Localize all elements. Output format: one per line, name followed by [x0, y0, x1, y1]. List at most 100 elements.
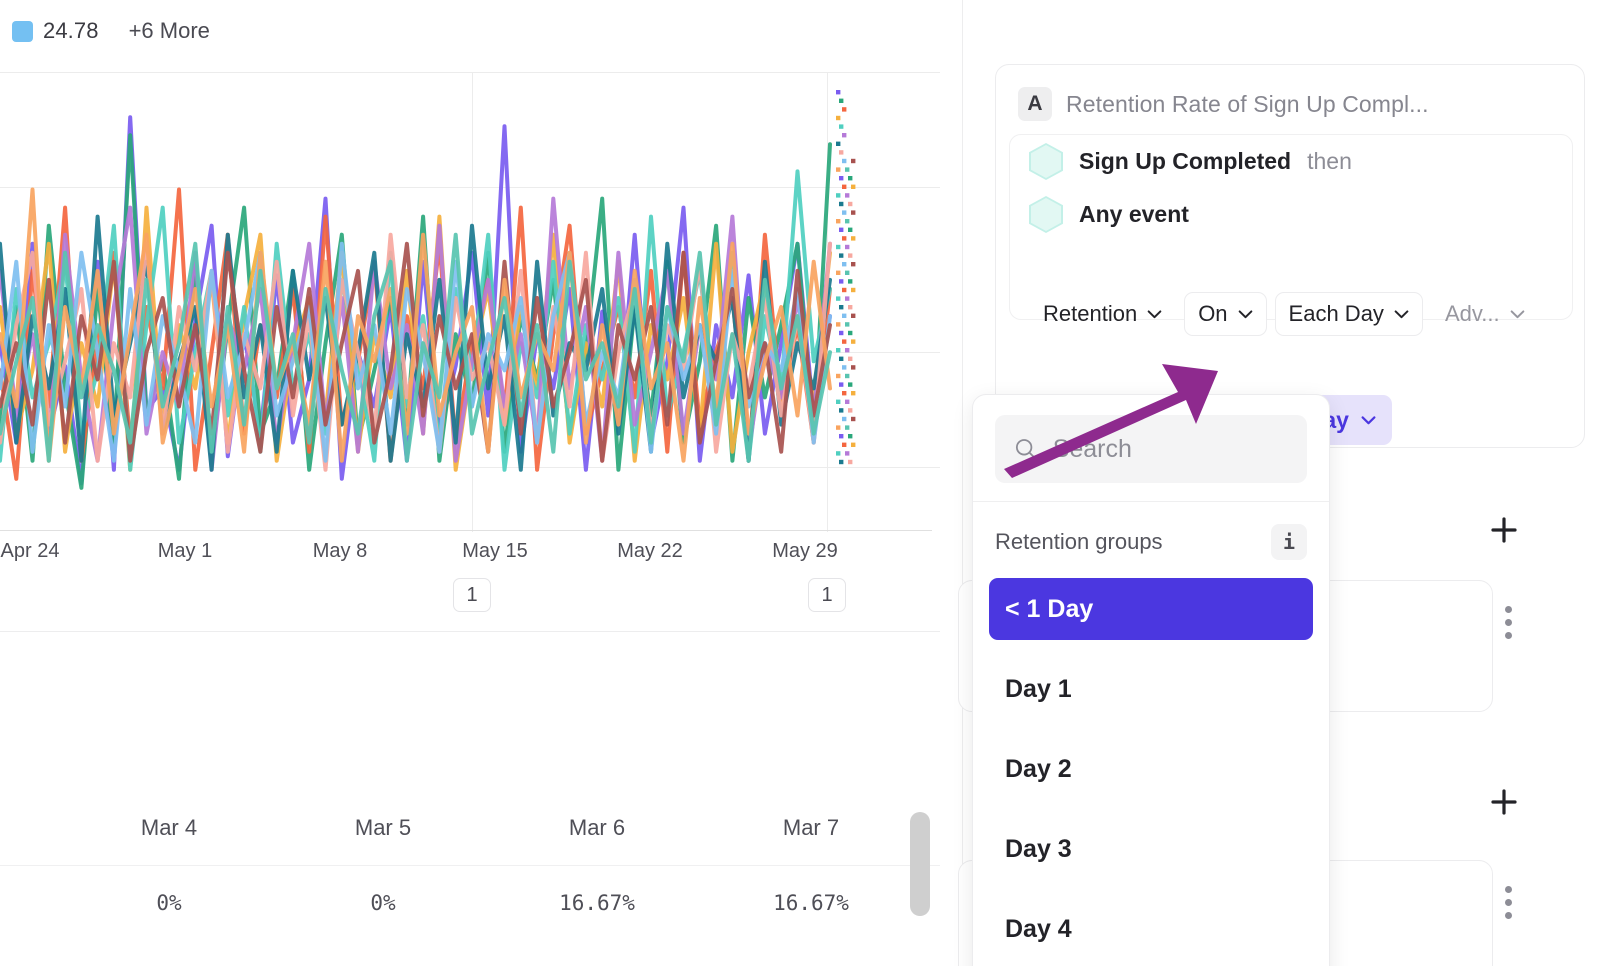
search-input[interactable] — [1052, 434, 1289, 464]
chart-scatter-marker — [839, 279, 844, 284]
config-panel: A Retention Rate of Sign Up Compl... Sig… — [958, 0, 1616, 966]
event-name-2[interactable]: Any event — [1079, 201, 1189, 227]
retention-on-label: On — [1198, 301, 1228, 326]
chevron-down-icon — [1510, 309, 1524, 318]
chart-scatter-marker — [851, 158, 856, 164]
dropdown-option-1[interactable]: Day 1 — [1005, 674, 1072, 703]
info-icon[interactable]: i — [1271, 524, 1307, 560]
table-cell: 0% — [370, 890, 396, 915]
retention-granularity-dropdown[interactable]: Each Day — [1274, 292, 1423, 336]
event-name-1[interactable]: Sign Up Completed — [1079, 148, 1292, 174]
event-row-2[interactable]: Any event — [1010, 188, 1572, 241]
chart-scatter-marker — [836, 90, 841, 95]
add-metric-button-1[interactable] — [1482, 508, 1526, 552]
search-icon — [1015, 439, 1037, 460]
dropdown-option-0[interactable]: < 1 Day — [989, 578, 1313, 640]
gridline-2 — [0, 187, 940, 188]
chart-line-s11 — [0, 187, 832, 463]
chart-scatter-marker — [839, 408, 844, 413]
chart-scatter-marker — [845, 399, 850, 404]
chart-annotation-badge[interactable]: 1 — [808, 578, 846, 612]
advanced-label: Adv... — [1444, 301, 1500, 326]
gridline-top — [0, 72, 940, 73]
chart-scatter-marker — [842, 133, 847, 138]
chart-scatter-marker — [836, 219, 841, 224]
dropdown-group-label: Retention groups — [995, 529, 1163, 554]
chart-scatter-marker — [842, 158, 847, 164]
table-cell: 0% — [156, 890, 182, 915]
vertical-scrollbar-thumb[interactable] — [910, 812, 930, 916]
chart-scatter-marker — [851, 313, 856, 318]
query-letter-badge: A — [1018, 87, 1052, 121]
chart-scatter-marker — [848, 408, 853, 413]
chart-scatter-marker — [842, 391, 847, 396]
search-field[interactable] — [995, 415, 1307, 483]
table-row: 0% 0% 16.67% 16.67% — [0, 865, 940, 940]
chart-scatter-marker — [836, 348, 841, 353]
x-axis-tick: May 1 — [157, 540, 213, 562]
x-axis-tick: Apr 24 — [0, 540, 60, 562]
hexagon-icon — [1029, 196, 1063, 233]
chevron-down-icon — [1147, 309, 1162, 318]
chart-series-svg — [0, 90, 856, 490]
chart-scatter-marker — [836, 425, 841, 430]
retention-type-dropdown[interactable]: Retention — [1029, 292, 1176, 336]
event-row-1[interactable]: Sign Up Completed then — [1010, 135, 1572, 188]
table-column-header: Mar 4 — [140, 814, 198, 840]
event-steps-card: Sign Up Completed then Any event Retenti… — [1009, 134, 1573, 336]
retention-group-dropdown: Retention groups i < 1 Day Day 1 Day 2 Day … — [972, 394, 1330, 966]
chart-scatter-marker — [845, 167, 850, 172]
chart-scatter-marker — [839, 382, 844, 387]
table-column-header: Mar 7 — [782, 814, 840, 840]
chart-scatter-marker — [842, 184, 847, 189]
chart-scatter-marker — [836, 399, 841, 404]
chart-scatter-marker — [848, 201, 853, 207]
metric-card-menu-1[interactable] — [1491, 600, 1525, 644]
chart-scatter-marker — [851, 210, 856, 215]
chart-scatter-marker — [851, 365, 856, 370]
chart-scatter-marker — [848, 330, 853, 336]
add-metric-button-2[interactable] — [1482, 780, 1526, 824]
chevron-down-icon — [1361, 415, 1376, 424]
chart-scatter-marker — [836, 167, 841, 172]
chart-scatter-marker — [842, 442, 847, 447]
chart-scatter-marker — [851, 184, 856, 189]
legend-more-button[interactable]: +6 More — [128, 18, 210, 43]
chart-scatter-marker — [842, 210, 847, 215]
chevron-down-icon — [1238, 309, 1252, 318]
advanced-dropdown[interactable]: Adv... — [1431, 292, 1539, 336]
chart-line-s12 — [0, 232, 832, 463]
query-title[interactable]: Retention Rate of Sign Up Compl... — [1066, 90, 1429, 117]
table-cell: 16.67% — [559, 890, 635, 915]
dropdown-option-2[interactable]: Day 2 — [1005, 754, 1072, 783]
dropdown-option-4[interactable]: Day 4 — [1005, 914, 1072, 943]
plus-icon — [1491, 517, 1517, 543]
chart-scatter-marker — [845, 425, 850, 430]
chart-scatter-marker — [842, 416, 847, 422]
kebab-dot — [1504, 898, 1512, 906]
table-header-row: Mar 4 Mar 5 Mar 6 Mar 7 — [0, 790, 940, 865]
retention-on-dropdown[interactable]: On — [1184, 292, 1267, 336]
dropdown-divider — [973, 501, 1329, 502]
chart-annotation-badge[interactable]: 1 — [453, 578, 491, 612]
query-title-row[interactable]: A Retention Rate of Sign Up Compl... — [996, 65, 1584, 121]
kebab-dot — [1504, 631, 1512, 639]
metric-card-menu-2[interactable] — [1491, 880, 1525, 924]
dropdown-search-wrap — [973, 395, 1329, 501]
legend-value: 24.78 — [43, 18, 99, 43]
dropdown-group-header: Retention groups i — [973, 502, 1329, 578]
dropdown-option-3[interactable]: Day 3 — [1005, 834, 1072, 863]
kebab-dot — [1504, 605, 1512, 613]
chart-scatter-marker — [839, 150, 844, 155]
chart-scatter-marker — [839, 227, 844, 232]
chart-scatter-marker — [845, 296, 850, 301]
chart-scatter-marker — [845, 348, 850, 353]
legend-item[interactable]: 24.78 — [12, 18, 99, 44]
chart-scatter-marker — [839, 459, 844, 465]
chart-scatter-marker — [842, 236, 847, 241]
chart-scatter-marker — [842, 262, 847, 267]
kebab-dot — [1504, 885, 1512, 893]
chart-scatter-marker — [842, 313, 847, 318]
chart-scatter-marker — [845, 270, 850, 275]
